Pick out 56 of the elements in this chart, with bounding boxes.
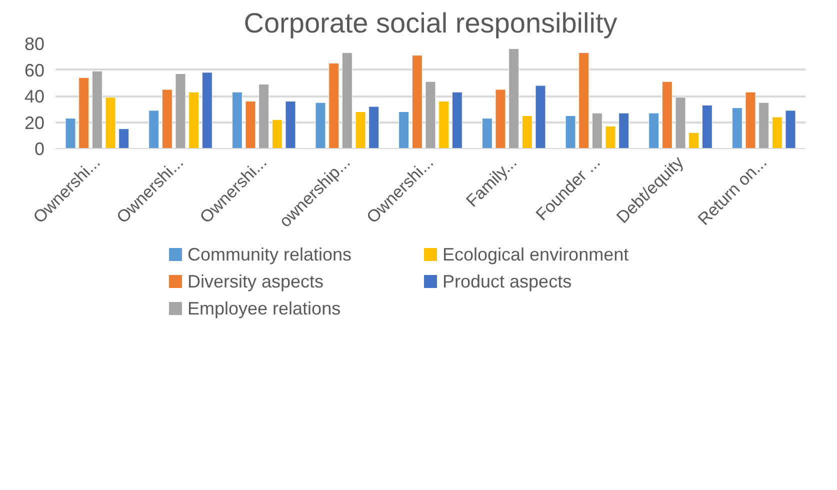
y-tick-label: 0 <box>34 139 45 159</box>
bar <box>732 108 742 148</box>
bar <box>328 62 340 148</box>
bar <box>745 92 756 148</box>
legend-label: Employee relations <box>188 298 341 318</box>
bar <box>482 118 492 148</box>
bar <box>648 112 660 148</box>
bar <box>188 92 200 148</box>
bar <box>688 132 700 148</box>
bar <box>342 52 352 148</box>
bar <box>368 106 380 148</box>
bar <box>785 110 796 148</box>
chart-title: Corporate social responsibility <box>244 8 618 38</box>
bar <box>78 77 90 148</box>
bar <box>175 73 186 148</box>
y-tick-label: 80 <box>24 34 45 54</box>
bar <box>232 92 242 148</box>
legend-label: Product aspects <box>442 272 572 292</box>
bar <box>702 104 712 148</box>
bar <box>578 52 590 148</box>
bar <box>412 55 422 148</box>
y-tick-label: 20 <box>24 112 45 133</box>
bar <box>355 112 366 148</box>
bar <box>675 97 686 148</box>
bar <box>65 118 76 148</box>
bar <box>148 110 160 148</box>
bar <box>592 112 602 148</box>
bar <box>105 97 116 148</box>
bar <box>258 84 270 148</box>
bar <box>272 119 282 148</box>
bar <box>92 70 102 148</box>
bar <box>162 89 172 148</box>
bar <box>315 102 326 148</box>
y-tick-label: 40 <box>24 86 45 106</box>
bar <box>118 128 130 148</box>
bar <box>565 115 576 148</box>
legend-label: Diversity aspects <box>188 272 324 292</box>
bar <box>758 102 770 148</box>
bar <box>662 81 672 148</box>
bar <box>772 116 782 148</box>
bar <box>202 72 212 148</box>
bar <box>398 112 410 148</box>
bar <box>535 85 546 148</box>
legend-label: Ecological environment <box>442 244 629 264</box>
bar <box>425 81 436 148</box>
bar <box>605 126 616 148</box>
bar <box>285 101 296 148</box>
bar <box>245 101 256 148</box>
y-tick-label: 60 <box>24 60 45 80</box>
bar <box>495 89 506 148</box>
bar <box>438 101 450 148</box>
bar <box>452 92 462 148</box>
bar <box>508 48 520 148</box>
legend-label: Community relations <box>188 244 352 264</box>
bar <box>618 112 630 148</box>
bar <box>522 115 532 148</box>
